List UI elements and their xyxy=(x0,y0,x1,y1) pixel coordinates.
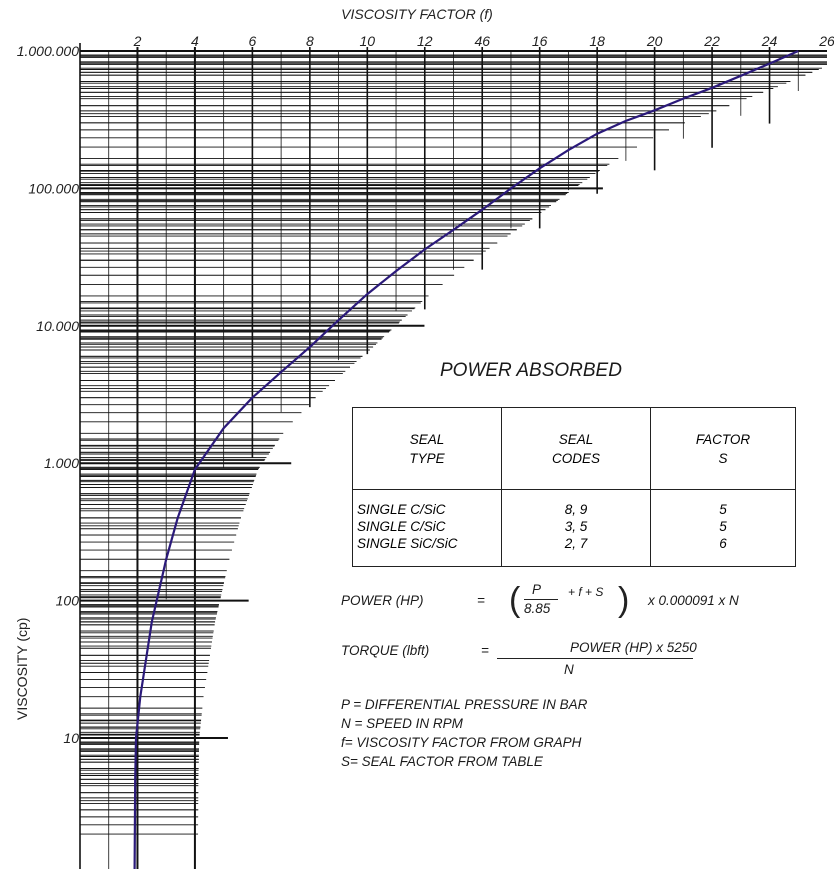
x-tick-label: 16 xyxy=(532,33,548,49)
panel-title: POWER ABSORBED xyxy=(440,360,622,381)
seal-type-column: SEAL TYPE SINGLE C/SiC SINGLE C/SiC SINGL… xyxy=(353,408,501,566)
x-tick-label: 6 xyxy=(248,33,256,49)
table-cell: SINGLE SiC/SiC xyxy=(357,536,458,551)
y-tick-label: 1.000 xyxy=(44,455,79,471)
x-tick-labels: 2 4 6 8 10 12 46 16 18 20 22 24 26 xyxy=(133,33,834,49)
factor-s-column: FACTOR S 5 5 6 xyxy=(650,408,795,566)
header-factor-line1: FACTOR xyxy=(695,431,751,447)
power-formula-label: POWER (HP) xyxy=(341,593,424,608)
x-tick-label: 20 xyxy=(646,33,663,49)
power-formula-denominator: 8.85 xyxy=(524,601,551,616)
y-tick-labels: 1.000.000 100.000 10.000 1.000 100 10 xyxy=(17,43,80,746)
y-tick-label: 100.000 xyxy=(28,180,79,196)
header-seal-codes-line1: SEAL xyxy=(558,431,594,447)
table-cell: 2, 7 xyxy=(564,536,588,551)
x-tick-label: 22 xyxy=(703,33,720,49)
torque-fraction-bar xyxy=(497,658,693,659)
note-speed: N = SPEED IN RPM xyxy=(341,716,463,731)
table-cell: 8, 9 xyxy=(564,502,588,517)
table-cell: 6 xyxy=(719,536,727,551)
table-cell: SINGLE C/SiC xyxy=(357,519,446,534)
y-tick-label: 10.000 xyxy=(36,318,79,334)
viscosity-factor-curve xyxy=(133,49,799,869)
note-seal-factor: S= SEAL FACTOR FROM TABLE xyxy=(341,754,543,769)
x-tick-label: 2 xyxy=(133,33,142,49)
x-axis-title: VISCOSITY FACTOR (f) xyxy=(341,6,493,22)
power-formula-equals: = xyxy=(477,593,485,608)
table-cell: 5 xyxy=(719,519,727,534)
note-pressure: P = DIFFERENTIAL PRESSURE IN BAR xyxy=(341,697,588,712)
torque-formula-denominator: N xyxy=(564,662,574,677)
y-axis-title: VISCOSITY (cp) xyxy=(14,617,30,720)
torque-formula-numerator: POWER (HP) x 5250 xyxy=(570,640,697,655)
power-fraction-bar xyxy=(524,599,558,600)
note-viscosity-factor: f= VISCOSITY FACTOR FROM GRAPH xyxy=(341,735,582,750)
close-paren: ) xyxy=(618,581,630,619)
table-cell: 3, 5 xyxy=(564,519,588,534)
open-paren: ( xyxy=(509,581,521,619)
torque-formula-label: TORQUE (lbft) xyxy=(341,643,430,658)
y-tick-label: 1.000.000 xyxy=(17,43,79,59)
seal-codes-column: SEAL CODES 8, 9 3, 5 2, 7 xyxy=(501,408,650,566)
x-tick-label: 26 xyxy=(818,33,834,49)
chart-grid xyxy=(79,43,827,869)
power-formula-numerator: P xyxy=(532,582,542,597)
x-tick-label: 4 xyxy=(191,33,199,49)
torque-formula-equals: = xyxy=(481,643,489,658)
x-tick-label: 18 xyxy=(589,33,605,49)
x-tick-label: 12 xyxy=(417,33,433,49)
power-formula-plus-terms: + f + S xyxy=(568,585,604,599)
y-tick-label: 100 xyxy=(56,593,80,609)
x-tick-label: 24 xyxy=(761,33,778,49)
table-cell: 5 xyxy=(719,502,727,517)
power-formula-tail: x 0.000091 x N xyxy=(648,593,739,608)
x-tick-label: 46 xyxy=(474,33,490,49)
header-seal-codes-line2: CODES xyxy=(551,450,600,466)
seal-factor-table: SEAL TYPE SINGLE C/SiC SINGLE C/SiC SINGL… xyxy=(352,407,796,567)
table-cell: SINGLE C/SiC xyxy=(357,502,446,517)
header-seal-type-line2: TYPE xyxy=(409,450,445,466)
y-tick-label: 10 xyxy=(63,730,79,746)
header-factor-line2: S xyxy=(718,450,728,466)
header-seal-type-line1: SEAL xyxy=(409,431,445,447)
x-tick-label: 10 xyxy=(360,33,376,49)
x-tick-label: 8 xyxy=(306,33,314,49)
